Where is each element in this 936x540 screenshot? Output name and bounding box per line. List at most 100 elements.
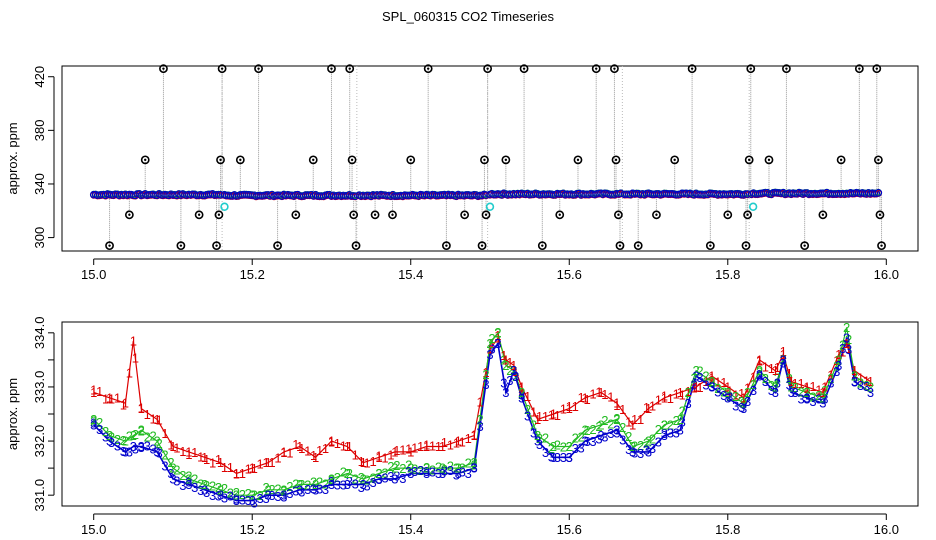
series-marker-2: 2: [316, 474, 323, 489]
series-point-1: 1: [692, 379, 699, 394]
series-point-2: 2: [264, 482, 271, 497]
series-marker-1: 1: [233, 467, 240, 482]
series-point-2: 2: [629, 439, 636, 454]
series-marker-1: 1: [334, 436, 341, 451]
series-marker-1: 1: [821, 380, 828, 395]
series-marker-1: 1: [524, 389, 531, 404]
outlier-point: [423, 64, 433, 74]
series-marker-2: 2: [667, 417, 674, 432]
series-marker-2: 2: [340, 465, 347, 480]
series-marker-2: 2: [720, 384, 727, 399]
series-marker-1: 1: [167, 438, 174, 453]
series-marker-3: 3: [465, 466, 472, 481]
series-marker-2: 2: [732, 389, 739, 404]
outlier-center: [445, 244, 448, 247]
series-point-3: 3: [471, 461, 478, 476]
series-marker-3: 3: [578, 441, 585, 456]
series-marker-3: 3: [286, 486, 293, 501]
series-point-2: 2: [455, 461, 462, 476]
outlier-point: [782, 64, 791, 74]
series-point-3: 3: [249, 493, 256, 508]
outlier-point: [235, 155, 245, 165]
series-marker-1: 1: [613, 398, 620, 413]
series-marker-1: 1: [221, 460, 228, 475]
series-marker-2: 2: [595, 419, 602, 434]
series-marker-1: 1: [726, 383, 733, 398]
series-marker-3: 3: [803, 391, 810, 406]
series-marker-1: 1: [845, 341, 852, 356]
x-tick-label: 15.0: [81, 267, 106, 282]
outlier-center: [749, 67, 752, 70]
series-point-3: 3: [708, 379, 715, 394]
series-marker-1: 1: [637, 412, 644, 427]
outlier-center: [108, 244, 111, 247]
series-point-1: 1: [819, 385, 826, 400]
series-marker-3: 3: [536, 437, 543, 452]
series-marker-2: 2: [601, 413, 608, 428]
series-marker-1: 1: [245, 462, 252, 477]
series-marker-1: 1: [310, 448, 317, 463]
series-marker-2: 2: [310, 475, 317, 490]
series-marker-3: 3: [792, 385, 799, 400]
series-marker-3: 3: [631, 445, 638, 460]
x-tick-label: 15.0: [81, 522, 106, 537]
outlier-center: [215, 244, 218, 247]
series-point-1: 1: [423, 439, 430, 454]
series-marker-3: 3: [482, 377, 489, 392]
series-point-1: 1: [803, 379, 810, 394]
outlier-center: [294, 213, 298, 217]
series-marker-3: 3: [566, 450, 573, 465]
series-marker-3: 3: [423, 464, 430, 479]
series-marker-2: 2: [102, 424, 109, 439]
series-point-3: 3: [740, 401, 747, 416]
series-point-3: 3: [312, 482, 319, 497]
series-marker-1: 1: [185, 447, 192, 462]
outlier-center: [348, 67, 351, 70]
series-marker-1: 1: [120, 397, 127, 412]
x-tick-label: 15.2: [240, 522, 265, 537]
series-point-1: 1: [296, 439, 303, 454]
series-marker-3: 3: [649, 441, 656, 456]
series-point-2: 2: [566, 439, 573, 454]
outlier-point: [746, 64, 756, 74]
series-marker-1: 1: [423, 438, 430, 453]
series-marker-3: 3: [476, 419, 483, 434]
series-marker-2: 2: [655, 422, 662, 437]
series-marker-2: 2: [405, 457, 412, 472]
series-marker-3: 3: [215, 488, 222, 503]
series-marker-2: 2: [821, 383, 828, 398]
series-marker-1: 1: [364, 456, 371, 471]
outlier-point: [406, 155, 416, 165]
outlier-center: [767, 158, 771, 162]
series-marker-1: 1: [102, 392, 109, 407]
series-point-3: 3: [439, 466, 446, 481]
outlier-center: [875, 67, 878, 70]
series-marker-1: 1: [262, 455, 269, 470]
series-marker-1: 1: [108, 392, 115, 407]
outlier-center: [880, 244, 883, 247]
outlier-center: [257, 67, 260, 70]
series-point-1: 1: [328, 434, 335, 449]
series-point-1: 1: [217, 455, 224, 470]
series-marker-3: 3: [459, 464, 466, 479]
series-marker-1: 1: [589, 387, 596, 402]
series-marker-2: 2: [114, 432, 121, 447]
series-point-2: 2: [106, 428, 113, 443]
series-marker-2: 2: [453, 460, 460, 475]
series-marker-1: 1: [274, 451, 281, 466]
series-marker-3: 3: [839, 341, 846, 356]
series-marker-3: 3: [108, 435, 115, 450]
outlier-point: [614, 210, 623, 220]
series-point-1: 1: [788, 374, 795, 389]
series-point-1: 1: [772, 363, 779, 378]
series-marker-3: 3: [583, 434, 590, 449]
series-marker-3: 3: [96, 422, 103, 437]
series-marker-3: 3: [548, 450, 555, 465]
series-marker-3: 3: [756, 367, 763, 382]
series-point-2: 2: [502, 358, 509, 373]
series-marker-1: 1: [506, 355, 513, 370]
series-marker-3: 3: [732, 399, 739, 414]
series-marker-3: 3: [441, 464, 448, 479]
outlier-center: [673, 158, 676, 162]
series-marker-1: 1: [780, 344, 787, 359]
